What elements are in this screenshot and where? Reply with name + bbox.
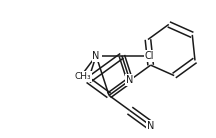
Text: N: N bbox=[147, 121, 154, 131]
Text: Cl: Cl bbox=[145, 51, 154, 61]
Text: N: N bbox=[126, 75, 133, 85]
Text: N: N bbox=[92, 51, 100, 61]
Text: CH₃: CH₃ bbox=[74, 72, 91, 81]
